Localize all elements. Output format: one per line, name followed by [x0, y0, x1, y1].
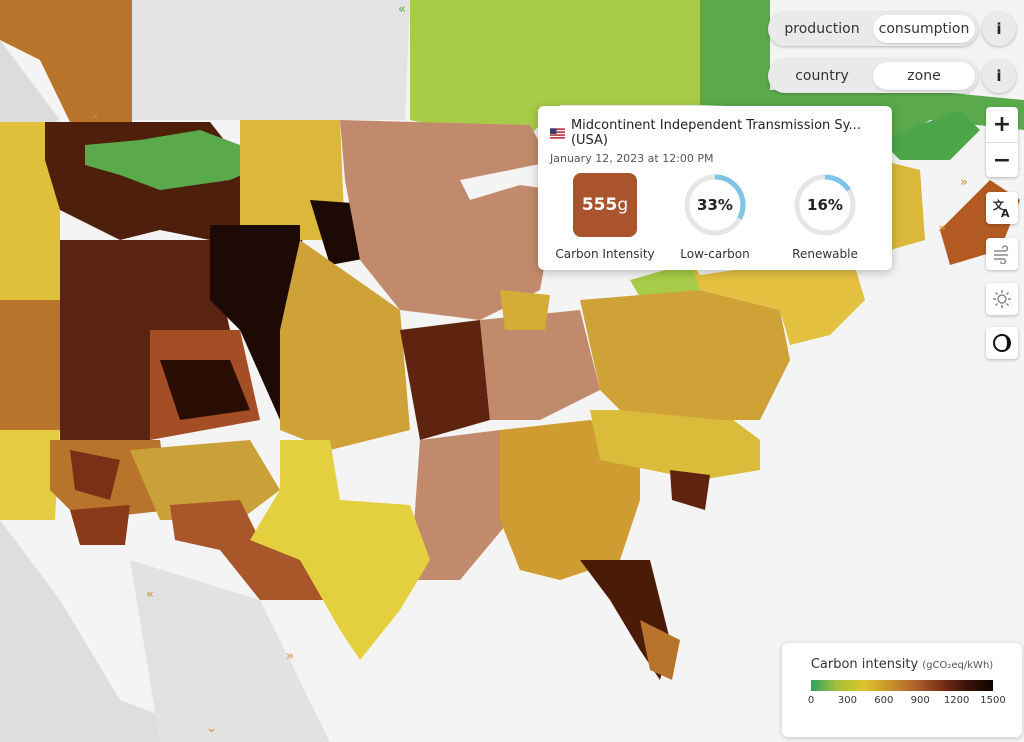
country-option[interactable]: country — [795, 68, 849, 84]
zone-region[interactable] — [690, 250, 865, 345]
legend-unit: (gCO₂eq/kWh) — [922, 660, 994, 671]
wind-arrow-icon: « — [398, 2, 406, 17]
legend-tick-label: 1200 — [943, 695, 970, 706]
zone-region[interactable] — [70, 450, 120, 500]
low-carbon-value: 33% — [697, 196, 733, 214]
zone-region[interactable] — [130, 440, 280, 520]
zone-region[interactable] — [0, 430, 60, 520]
zone-region[interactable] — [70, 505, 130, 545]
legend-ticks: 0 300 600 900 1200 1500 — [807, 695, 1006, 711]
view-info-button[interactable]: i — [982, 59, 1016, 93]
zone-region[interactable] — [480, 310, 600, 420]
low-carbon-ring — [684, 174, 746, 236]
renewable-stat: 16% Renewable — [770, 173, 880, 261]
wind-layer-button[interactable] — [986, 238, 1018, 270]
svg-text:A: A — [1001, 207, 1010, 218]
zoom-out-button[interactable]: − — [986, 142, 1018, 177]
carbon-intensity-stat: 555 g Carbon Intensity — [550, 173, 660, 261]
zoom-in-button[interactable]: + — [992, 112, 1012, 137]
wind-arrow-icon: » — [286, 649, 294, 664]
zone-region[interactable] — [670, 470, 710, 510]
carbon-intensity-unit: g — [617, 195, 629, 215]
consumption-option[interactable]: consumption — [873, 15, 975, 43]
carbon-intensity-legend: Carbon intensity (gCO₂eq/kWh) 0 300 600 900… — [782, 643, 1022, 737]
zone-region[interactable] — [0, 300, 70, 440]
legend-tick-label: 0 — [807, 695, 815, 706]
theme-toggle-button[interactable] — [986, 327, 1018, 359]
zone-region[interactable] — [410, 430, 510, 580]
wind-arrow-icon: » — [938, 221, 946, 236]
renewable-value: 16% — [807, 196, 843, 214]
zone-region[interactable] — [640, 620, 680, 680]
low-carbon-stat: 33% Low-carbon — [660, 173, 770, 261]
wind-icon — [994, 245, 1009, 264]
translate-icon: 文 A — [993, 198, 1010, 218]
zone-region[interactable] — [170, 500, 330, 600]
legend-tick-label: 900 — [910, 695, 930, 706]
legend-tick-label: 600 — [874, 695, 894, 706]
low-carbon-label: Low-carbon — [680, 247, 750, 261]
renewable-ring — [794, 174, 856, 236]
zone-tooltip: Midcontinent Independent Transmission Sy… — [538, 106, 892, 270]
renewable-label: Renewable — [792, 247, 858, 261]
legend-tick-label: 1500 — [980, 695, 1006, 706]
zone-region[interactable] — [410, 0, 700, 145]
zone-region[interactable] — [85, 130, 270, 190]
zone-region[interactable] — [700, 0, 1024, 150]
production-consumption-toggle[interactable]: production consumption — [768, 12, 978, 46]
zone-region[interactable] — [60, 240, 230, 480]
zone-region[interactable] — [400, 320, 490, 440]
svg-text:文: 文 — [993, 198, 1005, 212]
zone-region[interactable] — [0, 122, 60, 300]
zone-region[interactable] — [340, 120, 560, 320]
tooltip-datetime: January 12, 2023 at 12:00 PM — [550, 152, 714, 165]
zone-region[interactable] — [250, 440, 430, 660]
mode-info-button[interactable]: i — [982, 12, 1016, 46]
carbon-intensity-label: Carbon Intensity — [555, 247, 655, 261]
wind-arrow-icon: ⌃ — [90, 114, 101, 129]
carbon-intensity-badge: 555 g — [573, 173, 637, 237]
zone-region[interactable] — [880, 110, 980, 160]
legend-title: Carbon intensity — [810, 657, 919, 672]
legend-tick-label: 300 — [837, 695, 857, 706]
zone-region[interactable] — [160, 360, 250, 420]
country-zone-toggle[interactable]: country zone — [768, 59, 978, 93]
carbon-intensity-value: 555 — [581, 195, 618, 215]
us-flag-icon — [550, 127, 565, 139]
zone-name: Midcontinent Independent Transmission Sy… — [570, 118, 861, 148]
zoom-controls: + − — [986, 107, 1018, 177]
zone-region[interactable] — [280, 240, 410, 450]
wind-arrow-icon: ⌄ — [206, 721, 217, 736]
sun-icon — [993, 290, 1011, 308]
zone-region[interactable] — [580, 290, 790, 420]
production-option[interactable]: production — [784, 21, 860, 37]
zone-region[interactable] — [500, 290, 550, 330]
solar-layer-button[interactable] — [986, 283, 1018, 315]
wind-arrow-icon: « — [146, 587, 154, 602]
zone-option[interactable]: zone — [873, 62, 975, 90]
dark-mode-icon — [993, 334, 1011, 352]
zone-region[interactable] — [0, 0, 132, 122]
zone-region[interactable] — [590, 410, 760, 480]
legend-color-scale — [811, 680, 993, 691]
language-button[interactable]: 文 A — [986, 192, 1018, 224]
wind-arrow-icon: » — [960, 175, 968, 190]
